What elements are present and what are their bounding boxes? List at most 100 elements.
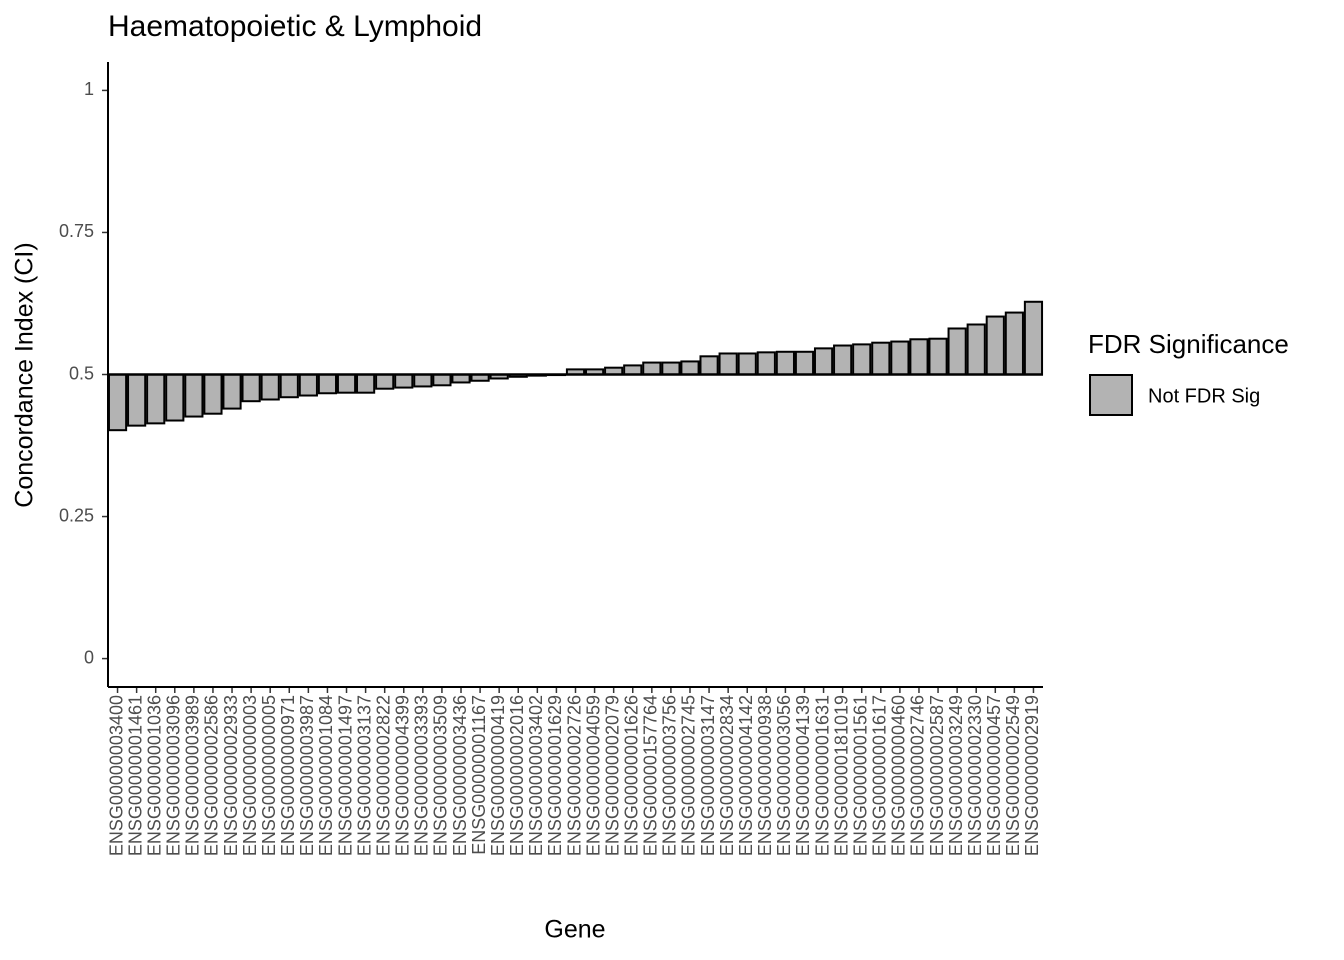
- x-tick-label: ENSG00000004139: [793, 695, 813, 856]
- y-axis-title: Concordance Index (CI): [11, 242, 39, 507]
- x-tick-label: ENSG00000001617: [870, 695, 890, 856]
- bar: [794, 350, 815, 376]
- x-tick-label: ENSG00000003400: [106, 695, 126, 856]
- bar: [107, 373, 128, 432]
- bar: [699, 355, 719, 376]
- bar: [222, 373, 242, 410]
- y-tick-label: 0: [84, 647, 94, 667]
- bar: [947, 327, 967, 376]
- x-tick-label: ENSG00000002822: [373, 695, 393, 856]
- x-tick-label: ENSG00000002330: [965, 695, 985, 856]
- bar: [852, 343, 872, 376]
- bar: [146, 373, 166, 425]
- bar: [928, 337, 948, 376]
- x-tick-label: ENSG00000001167: [469, 695, 489, 855]
- x-tick-label: ENSG00000003436: [450, 695, 470, 856]
- x-tick-label: ENSG00000001036: [144, 695, 164, 856]
- x-tick-label: ENSG00000000460: [889, 695, 909, 856]
- bar: [317, 373, 338, 395]
- bar: [279, 373, 299, 399]
- bar: [184, 373, 204, 418]
- x-tick-label: ENSG00000000419: [488, 695, 508, 856]
- x-tick-label: ENSG00000003096: [164, 695, 184, 856]
- x-tick-label: ENSG00000157764: [641, 695, 661, 856]
- bar: [298, 373, 318, 397]
- bar: [260, 373, 280, 401]
- x-tick-label: ENSG00000002746: [908, 695, 928, 856]
- y-tick-label: 0.5: [69, 363, 94, 383]
- x-tick-label: ENSG00000000003: [240, 695, 260, 856]
- x-tick-label: ENSG00000002745: [679, 695, 699, 856]
- y-tick-label: 0.75: [59, 221, 94, 241]
- bar: [890, 340, 910, 376]
- x-tick-label: ENSG00000001084: [316, 695, 336, 856]
- x-tick-label: ENSG00000003989: [183, 695, 203, 856]
- legend-title: FDR Significance: [1088, 329, 1289, 359]
- x-tick-label: ENSG00000001629: [545, 695, 565, 856]
- x-tick-label: ENSG00000002586: [202, 695, 222, 856]
- x-tick-label: ENSG00000002919: [1022, 695, 1042, 856]
- x-tick-label: ENSG00000004399: [393, 695, 413, 856]
- x-tick-label: ENSG00000003987: [297, 695, 317, 856]
- bar: [718, 352, 738, 376]
- bar: [680, 360, 700, 376]
- bar: [165, 373, 185, 422]
- bar: [661, 361, 681, 376]
- x-tick-label: ENSG00000181019: [831, 695, 851, 856]
- x-tick-label: ENSG00000002549: [1003, 695, 1023, 856]
- bar: [985, 315, 1005, 376]
- x-tick-label: ENSG00000000005: [259, 695, 279, 856]
- x-tick-label: ENSG00000002016: [507, 695, 527, 856]
- bar: [813, 347, 834, 376]
- bar: [432, 373, 452, 387]
- x-tick-label: ENSG00000004059: [583, 695, 603, 856]
- bar: [756, 351, 776, 376]
- y-tick-label: 0.25: [59, 505, 94, 525]
- chart-title: Haematopoietic & Lymphoid: [108, 10, 482, 43]
- y-tick-label: 1: [84, 79, 94, 99]
- bar: [966, 323, 986, 376]
- x-tick-label: ENSG00000003393: [412, 695, 432, 856]
- bar: [336, 373, 357, 394]
- legend-label: Not FDR Sig: [1148, 385, 1260, 407]
- x-tick-label: ENSG00000001497: [335, 695, 355, 856]
- bar: [623, 364, 643, 376]
- x-tick-label: ENSG00000003147: [698, 695, 718, 856]
- x-tick-label: ENSG00000001561: [850, 695, 870, 856]
- bar: [871, 341, 891, 376]
- legend-key: [1089, 374, 1133, 416]
- bar: [394, 373, 414, 389]
- x-tick-label: ENSG00000000457: [984, 695, 1004, 856]
- bar: [737, 352, 757, 376]
- bar: [356, 373, 376, 394]
- bar: [127, 373, 147, 427]
- x-tick-label: ENSG00000000971: [278, 695, 298, 856]
- x-tick-label: ENSG00000001461: [125, 695, 145, 856]
- x-axis-title: Gene: [544, 916, 605, 944]
- x-tick-label: ENSG00000001626: [621, 695, 641, 856]
- x-tick-label: ENSG00000003756: [660, 695, 680, 856]
- bar: [1023, 300, 1044, 376]
- x-tick-label: ENSG00000003056: [774, 695, 794, 856]
- x-tick-label: ENSG00000003137: [354, 695, 374, 856]
- bar: [909, 338, 929, 376]
- x-tick-label: ENSG00000004142: [736, 695, 756, 856]
- bar: [241, 373, 261, 403]
- x-tick-label: ENSG00000002933: [221, 695, 241, 856]
- x-tick-label: ENSG00000002834: [717, 695, 737, 856]
- bar: [642, 361, 662, 376]
- x-tick-label: ENSG00000003249: [946, 695, 966, 856]
- x-tick-label: ENSG00000002079: [602, 695, 622, 856]
- bar: [833, 344, 853, 376]
- bar: [1004, 311, 1024, 376]
- x-tick-label: ENSG00000002587: [927, 695, 947, 856]
- bar: [375, 373, 395, 390]
- x-tick-label: ENSG00000002726: [564, 695, 584, 856]
- bar: [775, 350, 795, 376]
- x-tick-label: ENSG00000001631: [812, 695, 832, 856]
- bar: [413, 373, 433, 388]
- x-tick-label: ENSG00000003402: [526, 695, 546, 856]
- x-tick-label: ENSG00000003509: [431, 695, 451, 856]
- bar: [203, 373, 223, 415]
